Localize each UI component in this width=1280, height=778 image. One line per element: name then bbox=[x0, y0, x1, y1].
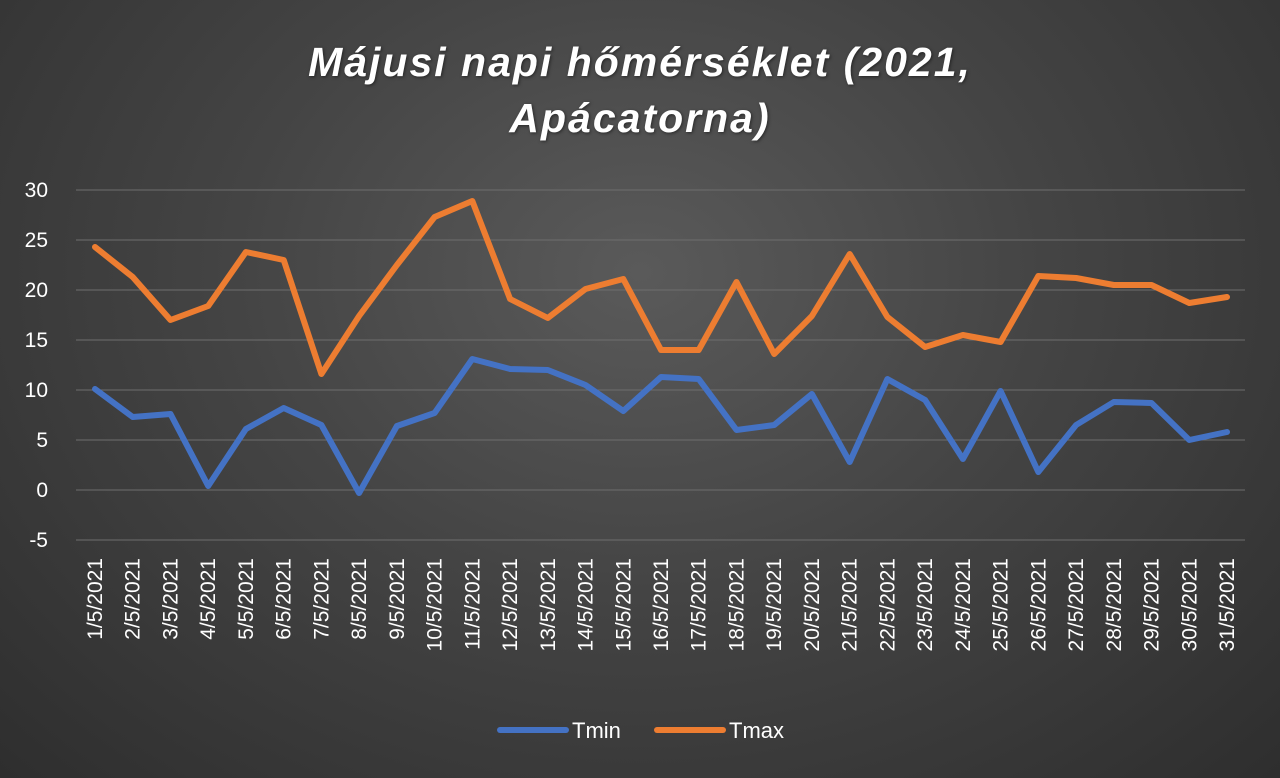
series-line-tmin bbox=[92, 356, 1230, 496]
x-tick-label: 21/5/2021 bbox=[839, 558, 862, 651]
x-tick-label: 1/5/2021 bbox=[84, 558, 107, 640]
x-tick-label: 4/5/2021 bbox=[197, 558, 220, 640]
x-tick-label: 24/5/2021 bbox=[952, 558, 975, 651]
y-tick-label: 30 bbox=[25, 179, 48, 202]
legend: Tmin Tmax bbox=[497, 718, 784, 743]
x-tick-label: 10/5/2021 bbox=[424, 558, 447, 651]
x-tick-label: 5/5/2021 bbox=[235, 558, 258, 640]
x-tick-label: 25/5/2021 bbox=[990, 558, 1013, 651]
x-tick-label: 23/5/2021 bbox=[914, 558, 937, 651]
y-tick-label: 10 bbox=[25, 379, 48, 402]
x-tick-label: 13/5/2021 bbox=[537, 558, 560, 651]
chart-title: Májusi napi hőmérséklet (2021, Apácatorn… bbox=[0, 34, 1280, 146]
x-tick-label: 2/5/2021 bbox=[122, 558, 145, 640]
y-axis-ticks: 30 25 20 15 10 5 0 -5 bbox=[25, 179, 48, 552]
y-tick-label: 15 bbox=[25, 329, 48, 352]
x-tick-label: 20/5/2021 bbox=[801, 558, 824, 651]
x-tick-label: 3/5/2021 bbox=[159, 558, 182, 640]
x-tick-label: 31/5/2021 bbox=[1216, 558, 1239, 651]
x-tick-label: 29/5/2021 bbox=[1141, 558, 1164, 651]
x-tick-label: 9/5/2021 bbox=[386, 558, 409, 640]
gridlines bbox=[76, 189, 1245, 541]
x-tick-label: 11/5/2021 bbox=[461, 558, 484, 650]
legend-label-tmax: Tmax bbox=[729, 718, 784, 743]
legend-label-tmin: Tmin bbox=[572, 718, 621, 743]
y-tick-label: -5 bbox=[29, 529, 48, 552]
x-tick-label: 14/5/2021 bbox=[575, 558, 598, 651]
x-tick-label: 19/5/2021 bbox=[763, 558, 786, 651]
x-tick-label: 27/5/2021 bbox=[1065, 558, 1088, 651]
y-tick-label: 20 bbox=[25, 279, 48, 302]
y-tick-label: 0 bbox=[36, 479, 48, 502]
x-tick-label: 15/5/2021 bbox=[612, 558, 635, 651]
x-tick-label: 16/5/2021 bbox=[650, 558, 673, 651]
x-tick-label: 26/5/2021 bbox=[1027, 558, 1050, 651]
x-axis-ticks: 1/5/2021 2/5/2021 3/5/2021 4/5/2021 5/5/2021… bbox=[84, 558, 1239, 651]
chart-title-line-2: Apácatorna) bbox=[509, 95, 771, 141]
x-tick-label: 7/5/2021 bbox=[310, 558, 333, 640]
series-line-tmax bbox=[92, 198, 1230, 377]
x-tick-label: 8/5/2021 bbox=[348, 558, 371, 640]
chart-title-line-1: Májusi napi hőmérséklet (2021, bbox=[308, 39, 972, 85]
x-tick-label: 18/5/2021 bbox=[725, 558, 748, 651]
x-tick-label: 17/5/2021 bbox=[688, 558, 711, 651]
series-lines bbox=[92, 198, 1230, 496]
x-tick-label: 28/5/2021 bbox=[1103, 558, 1126, 651]
x-tick-label: 22/5/2021 bbox=[876, 558, 899, 651]
y-tick-label: 25 bbox=[25, 229, 48, 252]
x-tick-label: 6/5/2021 bbox=[273, 558, 296, 640]
y-tick-label: 5 bbox=[36, 429, 48, 452]
x-tick-label: 30/5/2021 bbox=[1178, 558, 1201, 651]
x-tick-label: 12/5/2021 bbox=[499, 558, 522, 651]
